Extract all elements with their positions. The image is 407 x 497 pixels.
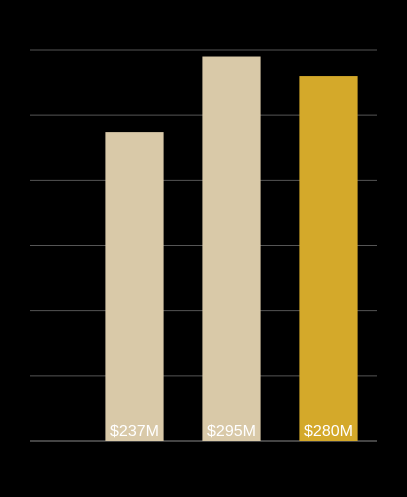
value-label: $280M: [304, 423, 353, 440]
bar: [299, 76, 358, 442]
bar: [202, 56, 261, 442]
value-label: $295M: [207, 423, 256, 440]
bar: [105, 132, 164, 442]
value-label: $237M: [110, 423, 159, 440]
